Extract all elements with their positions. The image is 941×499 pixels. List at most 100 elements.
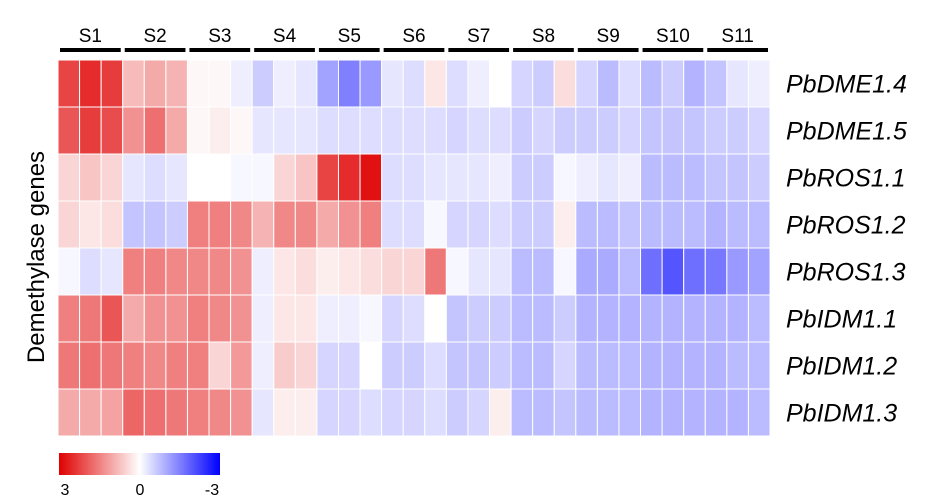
heatmap-cell [359,153,383,202]
colorbar: 3 0 -3 [59,453,220,499]
heatmap-cell [316,341,339,390]
heatmap-cell [337,247,361,296]
heatmap-cell [661,200,685,249]
heatmap-cell [316,200,339,249]
heatmap-cell [726,59,749,108]
heatmap-cell [575,294,598,343]
colorbar-tick-zero: 0 [136,482,145,499]
row-label: PbIDM1.1 [786,306,897,334]
heatmap-cell [381,388,404,437]
heatmap-cell [640,200,663,249]
heatmap-cell [122,106,145,155]
heatmap-cell [381,153,404,202]
heatmap-cell [553,200,577,249]
heatmap-cell [359,341,383,390]
column-group-label: S2 [143,26,166,47]
heatmap-cell [273,106,296,155]
heatmap-cell [381,200,404,249]
heatmap-cell [467,247,491,296]
heatmap-cell [337,106,361,155]
heatmap-cell [661,106,685,155]
heatmap-cell [230,59,253,108]
heatmap-cell [122,294,145,343]
heatmap-cell [100,341,124,390]
row-label: PbIDM1.2 [786,353,897,381]
heatmap-cell [704,341,728,390]
heatmap-cell [402,341,426,390]
column-group-label: S1 [79,26,102,47]
heatmap-cell [381,341,404,390]
heatmap-cell [122,200,145,249]
row-label: PbROS1.3 [786,259,906,287]
heatmap-cell [251,341,275,390]
heatmap-cell [726,294,749,343]
heatmap-cell [618,294,642,343]
heatmap-cell [100,106,124,155]
heatmap-cell [445,106,469,155]
heatmap-cell [294,153,318,202]
heatmap-cell [402,247,426,296]
heatmap-cell [424,247,447,296]
heatmap-cell [337,153,361,202]
row-labels: PbDME1.4 PbDME1.5 PbROS1.1 PbROS1.2 PbROS1.3… [786,71,907,428]
heatmap-cell [575,106,598,155]
heatmap-cell [747,294,771,343]
heatmap-cell [618,59,642,108]
heatmap-cell [57,247,81,296]
row-label: PbDME1.5 [786,118,907,146]
heatmap-cell [208,388,232,437]
y-axis-label: Demethylase genes [23,151,50,363]
heatmap-cell [273,388,296,437]
heatmap-cell [143,59,167,108]
heatmap-cell [251,153,275,202]
row-label: PbROS1.1 [786,165,906,193]
heatmap-cell [402,388,426,437]
heatmap-cell [726,247,749,296]
heatmap-cell [143,341,167,390]
heatmap-cell [575,341,598,390]
heatmap-cell [186,247,210,296]
heatmap-cell [532,341,555,390]
heatmap-cell [596,106,620,155]
heatmap-cell [79,59,102,108]
heatmap-cell [467,294,491,343]
column-group-label: S7 [467,26,490,47]
heatmap-cell [640,247,663,296]
heatmap-cell [532,247,555,296]
heatmap-cell [79,200,102,249]
heatmap-cell [553,388,577,437]
heatmap-cell [726,153,749,202]
heatmap-cell [316,106,339,155]
heatmap-cell [510,294,534,343]
heatmap-cell [57,294,81,343]
heatmap-cell [57,153,81,202]
heatmap-cell [316,294,339,343]
heatmap-cell [553,247,577,296]
heatmap-cell [79,247,102,296]
heatmap-cell [100,388,124,437]
heatmap-cell [79,153,102,202]
heatmap-cell [704,200,728,249]
heatmap-cell [100,294,124,343]
heatmap-cell [596,153,620,202]
heatmap-cell [251,294,275,343]
heatmap-cell [230,341,253,390]
heatmap-cell [445,200,469,249]
heatmap-cell [596,294,620,343]
heatmap-cell [381,294,404,343]
heatmap-cell [273,59,296,108]
heatmap-cell [683,200,706,249]
heatmap-cell [208,200,232,249]
heatmap-cell [661,153,685,202]
heatmap-cell [683,106,706,155]
heatmap-cell [704,247,728,296]
heatmap-cell [79,106,102,155]
heatmap-cell [467,106,491,155]
heatmap-cell [640,59,663,108]
heatmap-cell [661,247,685,296]
column-group-label: S5 [338,26,361,47]
heatmap-cell [208,247,232,296]
heatmap-cell [489,200,512,249]
heatmap-cell [704,59,728,108]
